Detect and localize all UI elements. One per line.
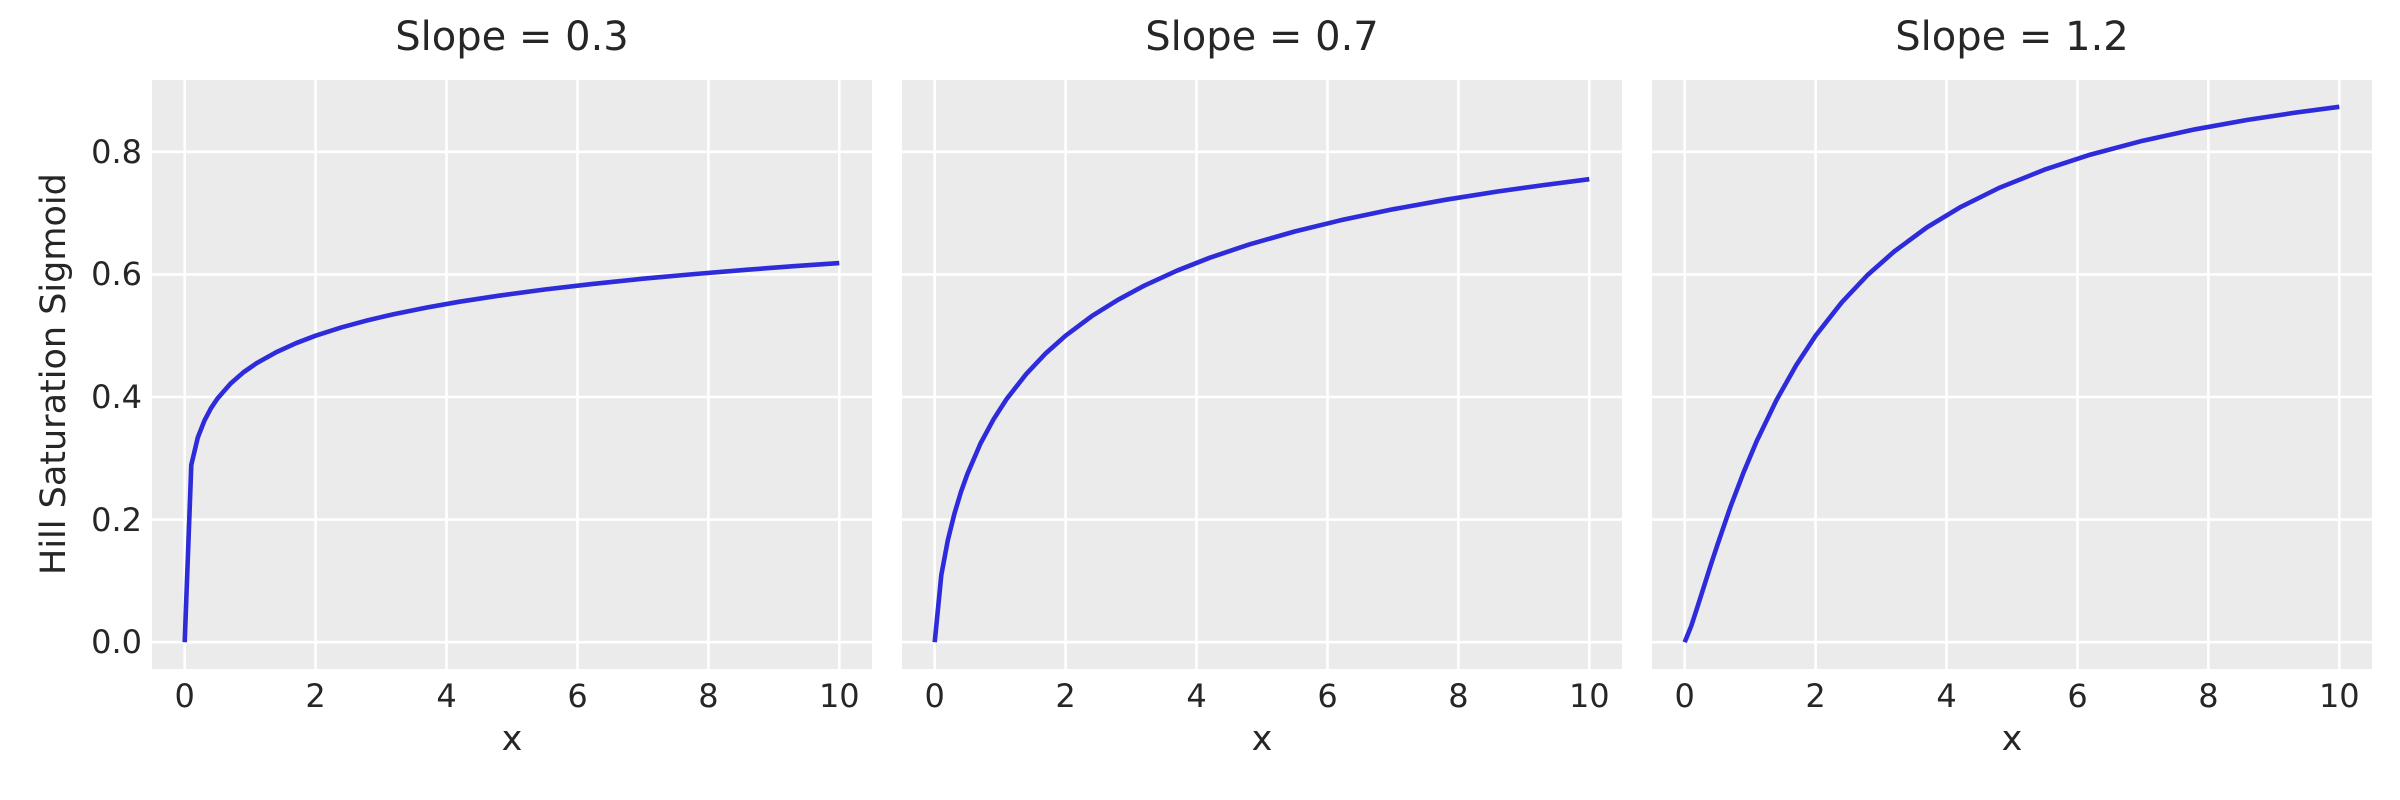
y-tick-label: 0.2 [91, 500, 142, 539]
x-tick-label: 6 [1317, 677, 1338, 715]
x-tick-label: 4 [1936, 677, 1957, 715]
y-tick-label: 0.0 [91, 623, 142, 662]
x-tick-label: 0 [174, 677, 195, 715]
x-tick-label: 4 [436, 677, 457, 715]
x-tick-label: 2 [1055, 677, 1076, 715]
subplot-slope-0-7: Slope = 0.7 x 0 2 4 6 8 10 [902, 14, 1622, 759]
x-tick-label: 0 [924, 677, 945, 715]
x-axis-label: x [1251, 719, 1273, 759]
x-tick-label: 0 [1674, 677, 1695, 715]
plot-area [1652, 80, 2372, 669]
y-tick-label: 0.4 [91, 378, 142, 416]
x-axis-label: x [501, 719, 523, 759]
hill-curve [1682, 104, 2340, 644]
x-tick-label: 8 [698, 677, 719, 715]
y-tick-label: 0.8 [91, 132, 142, 171]
subplot-title: Slope = 0.7 [1145, 14, 1379, 60]
x-tick-label: 2 [1805, 677, 1826, 715]
x-tick-label: 10 [818, 677, 860, 715]
x-tick-label: 4 [1186, 677, 1207, 715]
x-tick-label: 6 [567, 677, 588, 715]
subplot-title: Slope = 0.3 [395, 14, 629, 60]
subplot-title: Slope = 1.2 [1895, 14, 2129, 60]
hill-curve [932, 176, 1590, 643]
x-tick-label: 10 [1568, 677, 1610, 715]
x-tick-label: 8 [2198, 677, 2219, 715]
x-axis-label: x [2001, 719, 2023, 759]
hill-curve [182, 260, 840, 643]
x-tick-label: 2 [305, 677, 326, 715]
subplot-slope-1-2: Slope = 1.2 x 0 2 4 6 8 10 [1652, 14, 2372, 759]
x-tick-label: 6 [2067, 677, 2088, 715]
plot-area [902, 80, 1622, 669]
plot-area [152, 80, 872, 669]
x-tick-label: 10 [2318, 677, 2360, 715]
x-tick-label: 8 [1448, 677, 1469, 715]
y-tick-label: 0.6 [91, 255, 142, 294]
